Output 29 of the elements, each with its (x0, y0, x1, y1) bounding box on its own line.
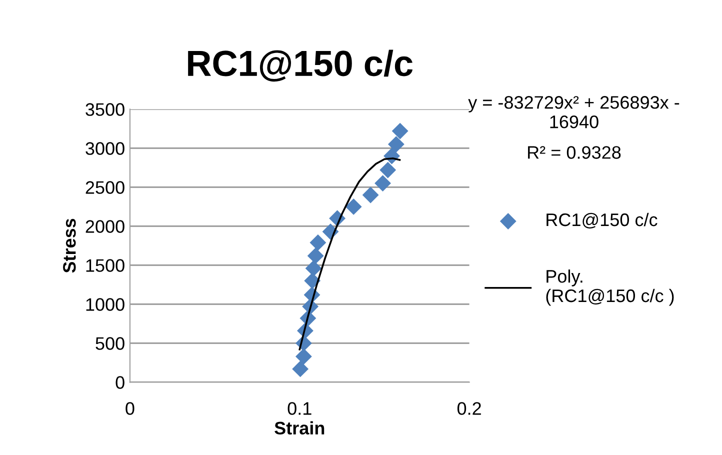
point (362, 186, 379, 204)
annotation: y = -832729x² + 256893x - 16940 (468, 96, 680, 128)
y-axis-title: Stress (63, 218, 76, 273)
y-tick-label: 1000 (86, 298, 124, 311)
y-tick-label: 0 (116, 376, 124, 389)
point (305, 260, 322, 277)
point (310, 234, 326, 251)
x-tick-label: 0.2 (457, 402, 481, 415)
point (392, 122, 408, 140)
point (374, 175, 391, 192)
point (307, 248, 324, 264)
y-tick-label: 1500 (86, 259, 124, 272)
legend-label: Poly. (RC1@150 c/c ) (546, 269, 674, 306)
legend-label: RC1@150 c/c (546, 212, 658, 229)
y-tick-label: 2000 (86, 220, 124, 233)
point (388, 136, 404, 153)
point (345, 198, 362, 215)
point (295, 348, 312, 365)
y-tick-label: 2500 (86, 181, 124, 194)
text: R² = 0.9328 (528, 146, 621, 159)
y-tick-label: 500 (96, 337, 124, 350)
x-tick-label: 0.1 (288, 402, 312, 415)
y-tick-label: 3000 (86, 142, 124, 155)
x-tick-label: 0 (126, 402, 134, 415)
point (292, 360, 309, 378)
point (380, 162, 396, 178)
x-axis-title: Strain (274, 421, 324, 435)
chart-title: RC1@150 c/c (188, 50, 413, 82)
y-tick-label: 3500 (86, 103, 124, 116)
